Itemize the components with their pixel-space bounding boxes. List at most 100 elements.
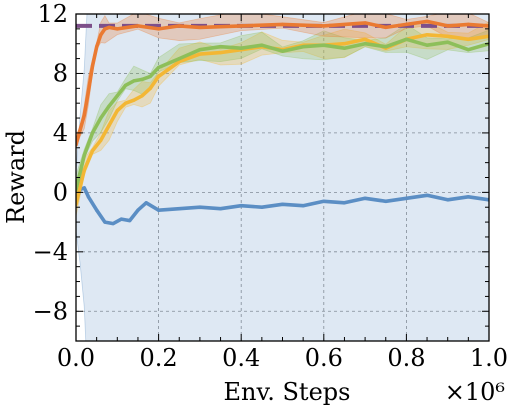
series-0-point-16 [260,205,264,209]
series-1-point-24 [446,34,450,38]
series-3-point-14 [239,24,243,28]
series-0-band [76,14,489,341]
series-2-point-25 [466,48,470,52]
x-tick-label-0: 0.0 [57,344,95,372]
series-2-point-21 [384,45,388,49]
series-3-point-17 [363,21,367,25]
series-1-point-12 [198,52,202,56]
series-3-point-4 [90,64,95,68]
series-2-point-22 [404,37,408,41]
series-3-point-8 [107,25,111,29]
series-2-point-17 [301,45,305,49]
plot-area [76,14,489,341]
x-tick-label-2: 0.4 [222,344,260,372]
series-0-point-21 [363,196,367,200]
series-3-point-13 [198,25,202,29]
y-tick-label-2: 4 [53,119,68,147]
series-1-point-20 [363,37,367,41]
series-2-point-3 [99,116,103,120]
series-2-point-19 [342,46,347,50]
series-2-point-2 [90,131,95,135]
series-0-point-22 [384,199,388,203]
series-2-point-1 [82,153,86,157]
series-0-point-7 [119,217,124,221]
series-3-point-16 [322,24,326,28]
series-3-point-1 [78,128,82,132]
series-3-point-5 [95,45,99,49]
series-2-point-12 [198,48,202,52]
series-1-point-3 [99,138,103,142]
series-0-line [76,186,489,226]
y-tick-label-4: −4 [33,238,68,266]
x-axis-label: Env. Steps [224,378,351,406]
series-1-point-8 [140,94,144,98]
series-2-point-14 [239,46,243,50]
series-1-point-13 [218,51,223,55]
series-0-point-10 [144,201,148,205]
series-2-point-24 [446,40,450,44]
series-0-point-6 [111,221,115,226]
y-tick-labels: 12 8 4 0 −4 −8 [33,0,68,325]
series-2-point-9 [148,74,152,79]
series-0-point-8 [128,219,132,223]
series-0-point-17 [280,202,285,206]
x-tick-label-5: 1.0 [470,344,508,372]
series-0-point-14 [218,207,223,211]
series-2-point-13 [218,45,223,49]
series-0-point-12 [177,207,181,211]
series-0-point-9 [136,208,140,212]
series-0-point-24 [425,193,429,197]
series-0-point-3 [86,195,90,199]
series-2-point-23 [425,43,429,47]
series-2-point-10 [157,65,161,70]
series-0-point-4 [95,208,99,212]
series-2-point-5 [115,94,119,98]
series-3-point-10 [136,24,140,28]
series-3-point-3 [86,89,90,93]
series-0-point-11 [157,208,161,212]
series-1-point-10 [157,74,161,79]
x-tick-labels: 0.0 0.2 0.4 0.6 0.8 1.0 [57,344,508,372]
series-3-point-19 [404,22,408,27]
series-3-point-7 [103,27,107,31]
series-0-point-19 [322,199,326,203]
series-3-point-9 [115,27,119,31]
series-1-point-2 [90,149,95,153]
series-1-point-25 [466,37,470,41]
series-2-point-8 [140,77,144,81]
series-1-point-1 [82,168,86,172]
series-1-point-7 [132,98,136,102]
series-3-point-6 [99,33,103,37]
series-3-line [76,19,489,147]
series-3-point-22 [466,22,470,27]
series-0-point-18 [301,204,305,208]
y-axis-label: Reward [2,130,30,224]
series-1-point-5 [115,109,119,113]
series-0-point-5 [103,220,107,224]
series-0-point-25 [446,198,450,202]
series-2-point-15 [260,43,264,47]
series-0-point-23 [404,196,408,200]
y-tick-label-5: −8 [33,297,68,325]
series-3-point-18 [384,25,388,29]
series-1-point-23 [425,33,429,37]
y-tick-label-3: 0 [53,178,68,206]
y-tick-label-0: 12 [37,0,68,28]
series-2-point-16 [280,49,285,53]
series-1-point-19 [342,42,347,46]
series-0-point-13 [198,205,202,209]
series-0-point-15 [239,204,243,208]
series-2-point-11 [177,56,181,61]
x-tick-label-3: 0.6 [305,344,343,372]
series-3-point-2 [82,113,86,117]
series-3-point-11 [157,27,161,31]
series-0-point-26 [466,195,470,199]
series-2-point-20 [363,42,367,46]
series-1-point-6 [123,101,128,105]
series-3-point-20 [425,19,429,24]
series-3-point-21 [446,24,450,28]
x-tick-label-1: 0.2 [140,344,178,372]
series-3-point-15 [280,22,285,27]
series-3-point-12 [177,24,181,28]
